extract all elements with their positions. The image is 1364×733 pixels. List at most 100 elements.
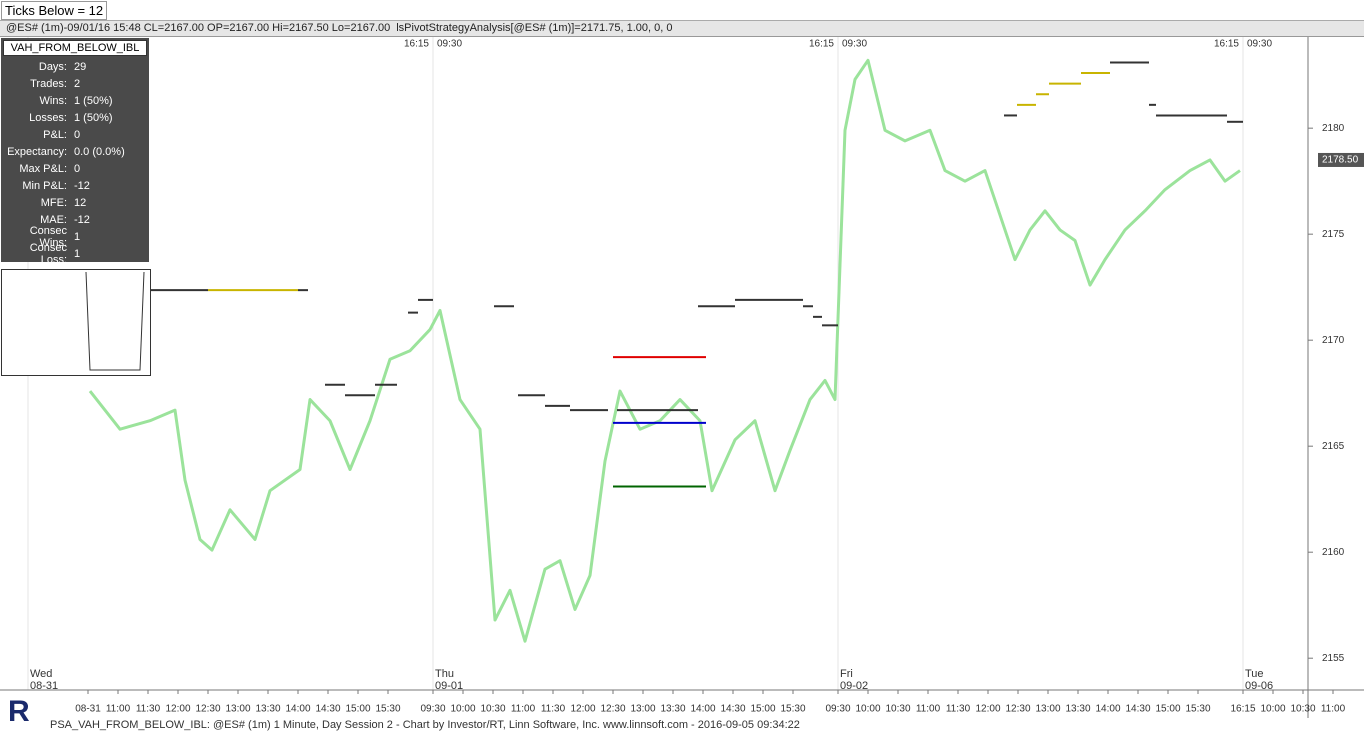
stat-label: Days: bbox=[38, 60, 67, 73]
stats-row: Expectancy: 0.0 (0.0%) bbox=[1, 143, 149, 160]
y-tick-label: 2170 bbox=[1322, 335, 1345, 346]
x-tick-label: 12:30 bbox=[1005, 704, 1030, 715]
y-tick-label: 2165 bbox=[1322, 441, 1345, 452]
y-tick-label: 2155 bbox=[1322, 653, 1345, 664]
stat-label: MAE: bbox=[40, 213, 67, 226]
stat-value: 29 bbox=[74, 60, 87, 73]
x-tick-label: 11:30 bbox=[136, 704, 161, 715]
stats-row: MAE: -12 bbox=[1, 211, 149, 228]
x-tick-label: 12:00 bbox=[975, 704, 1000, 715]
x-tick-label: 13:30 bbox=[660, 704, 685, 715]
x-tick-label: 14:30 bbox=[720, 704, 745, 715]
footer: PSA_VAH_FROM_BELOW_IBL: @ES# (1m) 1 Minu… bbox=[50, 719, 800, 731]
stat-label: Consec Wins: bbox=[29, 224, 67, 249]
stats-panel: VAH_FROM_BELOW_IBL Days: 29 Trades: 2 Wins: 1… bbox=[1, 38, 149, 266]
stats-row: Min P&L: -12 bbox=[1, 177, 149, 194]
indicator-info: lsPivotStrategyAnalysis[@ES# (1m)]=2171.… bbox=[396, 22, 673, 34]
x-tick-label: 11:00 bbox=[1321, 704, 1346, 715]
date-label: 08-31 bbox=[30, 680, 58, 692]
x-tick-label: 13:30 bbox=[1065, 704, 1090, 715]
stat-label: Expectancy: bbox=[7, 145, 67, 158]
x-tick-label: 12:00 bbox=[570, 704, 595, 715]
session-open: 09:30 bbox=[1247, 39, 1272, 50]
day-label: Wed bbox=[30, 668, 52, 680]
session-open: 09:30 bbox=[437, 39, 462, 50]
date-label: 09-02 bbox=[840, 680, 868, 692]
info-bar: @ES# (1m)-09/01/16 15:48 CL=2167.00 OP=2… bbox=[0, 21, 1364, 37]
session-close: 16:15 bbox=[404, 39, 429, 50]
stats-row: MFE: 12 bbox=[1, 194, 149, 211]
plot bbox=[27, 37, 1244, 690]
stats-row: Trades: 2 bbox=[1, 75, 149, 92]
y-tick-label: 2180 bbox=[1322, 123, 1345, 134]
stat-label: Consec Loss: bbox=[29, 241, 67, 266]
last-price-label: 2178.50 bbox=[1322, 155, 1359, 166]
x-tick-label: 09:30 bbox=[825, 704, 850, 715]
x-tick-label: 14:00 bbox=[690, 704, 715, 715]
x-tick-label: 14:30 bbox=[315, 704, 340, 715]
y-tick-label: 2160 bbox=[1322, 547, 1345, 558]
x-tick-label: 14:00 bbox=[1095, 704, 1120, 715]
stat-value: 0 bbox=[74, 128, 81, 141]
x-tick-label: 09:30 bbox=[420, 704, 445, 715]
x-tick-label: 11:00 bbox=[916, 704, 941, 715]
plot-area bbox=[0, 37, 1308, 690]
last-price-box bbox=[1318, 152, 1364, 167]
stat-label: Max P&L: bbox=[19, 162, 67, 175]
logo: R bbox=[8, 696, 30, 726]
stat-value: 1 (50%) bbox=[74, 111, 113, 124]
x-tick-label: 10:30 bbox=[1290, 704, 1315, 715]
x-tick-label: 10:30 bbox=[480, 704, 505, 715]
x-tick-label: 15:00 bbox=[750, 704, 775, 715]
stat-value: 1 bbox=[74, 247, 81, 260]
ticks-below[interactable]: Ticks Below = 12 bbox=[1, 1, 108, 20]
y-tick-label: 2175 bbox=[1322, 229, 1345, 240]
logo-mark: R bbox=[8, 696, 30, 726]
stat-value: 0 bbox=[74, 162, 81, 175]
session-open: 09:30 bbox=[842, 39, 867, 50]
stats-row: P&L: 0 bbox=[1, 126, 149, 143]
toolbar: Ticks Below = 12 bbox=[0, 0, 1364, 21]
session-close: 16:15 bbox=[809, 39, 834, 50]
stat-value: 1 (50%) bbox=[74, 94, 113, 107]
stats-row: Wins: 1 (50%) bbox=[1, 92, 149, 109]
stat-value: 0.0 (0.0%) bbox=[74, 145, 125, 158]
x-tick-label: 16:15 bbox=[1230, 704, 1255, 715]
stats-row: Consec Loss: 1 bbox=[1, 242, 149, 266]
x-tick-label: 13:00 bbox=[630, 704, 655, 715]
date-label: 09-01 bbox=[435, 680, 463, 692]
stat-value: 1 bbox=[74, 230, 81, 243]
x-tick-label: 08-31 bbox=[75, 704, 101, 715]
stats-row: Max P&L: 0 bbox=[1, 160, 149, 177]
stat-label: MFE: bbox=[40, 196, 67, 209]
session-close: 16:15 bbox=[1214, 39, 1239, 50]
stat-value: 2 bbox=[74, 77, 81, 90]
stats-row: Consec Wins: 1 bbox=[1, 225, 149, 249]
stat-value: -12 bbox=[74, 179, 90, 192]
stats-row: Losses: 1 (50%) bbox=[1, 109, 149, 126]
stat-label: Wins: bbox=[39, 94, 68, 107]
stat-value: -12 bbox=[74, 213, 90, 226]
day-label: Fri bbox=[840, 668, 853, 680]
x-tick-label: 11:30 bbox=[946, 704, 971, 715]
x-tick-label: 12:30 bbox=[195, 704, 220, 715]
x-tick-label: 15:00 bbox=[1155, 704, 1180, 715]
x-tick-label: 10:00 bbox=[450, 704, 475, 715]
equity-curve-box bbox=[1, 269, 151, 376]
symbol-info: @ES# (1m)-09/01/16 15:48 CL=2167.00 OP=2… bbox=[6, 22, 391, 34]
stats-row: Days: 29 bbox=[1, 58, 149, 75]
date-label: 09-06 bbox=[1245, 680, 1273, 692]
stat-value: 12 bbox=[74, 196, 87, 209]
stat-label: P&L: bbox=[43, 128, 67, 141]
x-tick-label: 13:30 bbox=[255, 704, 280, 715]
x-tick-label: 15:00 bbox=[345, 704, 370, 715]
x-tick-label: 13:00 bbox=[1035, 704, 1060, 715]
day-label: Thu bbox=[435, 668, 454, 680]
equity-curve bbox=[85, 271, 145, 371]
day-label: Tue bbox=[1245, 668, 1264, 680]
x-tick-label: 11:00 bbox=[106, 704, 131, 715]
x-tick-label: 15:30 bbox=[780, 704, 805, 715]
stat-label: Trades: bbox=[30, 77, 67, 90]
